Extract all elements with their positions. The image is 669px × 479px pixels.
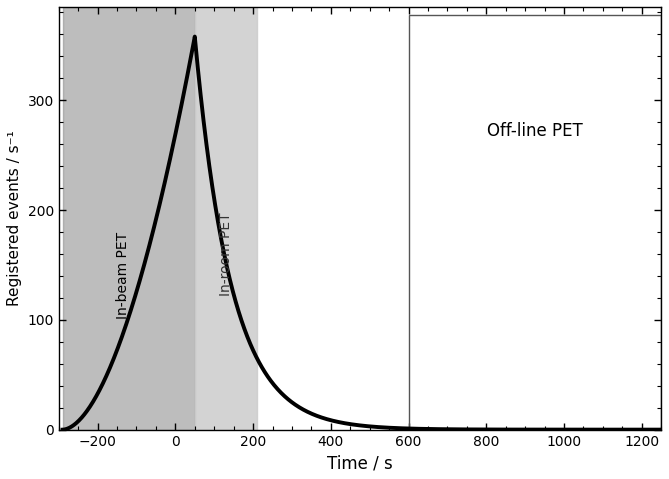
Bar (63, 7, 195, 430)
Y-axis label: Registered events / s⁻¹: Registered events / s⁻¹ (7, 130, 22, 306)
Bar (195, 7, 257, 430)
Text: In-room PET: In-room PET (219, 212, 233, 296)
Text: Off-line PET: Off-line PET (487, 122, 583, 140)
Bar (409, 15, 661, 430)
Text: In-beam PET: In-beam PET (116, 232, 130, 319)
X-axis label: Time / s: Time / s (327, 454, 393, 472)
